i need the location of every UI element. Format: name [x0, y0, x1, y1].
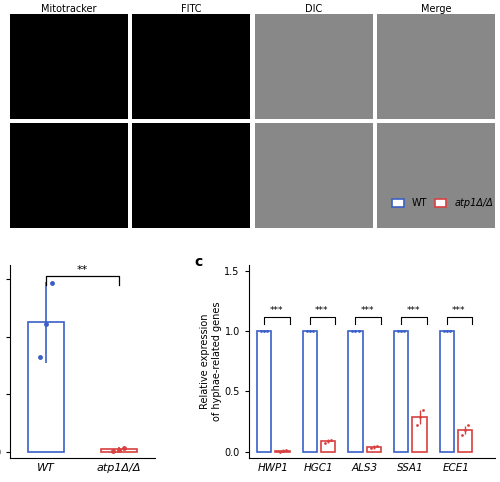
Bar [394, 331, 408, 452]
Title: Mitotracker: Mitotracker [41, 4, 96, 13]
Title: Merge: Merge [421, 4, 452, 13]
Bar [458, 430, 472, 452]
Bar [440, 331, 454, 452]
Text: ***: *** [361, 307, 374, 315]
Legend: WT, atp1Δ/Δ: WT, atp1Δ/Δ [390, 196, 495, 210]
Bar [321, 441, 336, 452]
Text: ***: *** [452, 307, 466, 315]
Bar [100, 449, 137, 452]
Title: FITC: FITC [181, 4, 202, 13]
Y-axis label: Relative expression
of hyphae-related genes: Relative expression of hyphae-related ge… [200, 302, 222, 421]
Text: ***: *** [315, 307, 328, 315]
Bar [28, 322, 64, 452]
Bar [348, 331, 362, 452]
Text: a: a [10, 14, 20, 28]
Bar [257, 331, 272, 452]
Bar [412, 417, 427, 452]
Bar [302, 331, 317, 452]
Text: ***: *** [270, 307, 283, 315]
Text: **: ** [77, 265, 88, 275]
Title: DIC: DIC [305, 4, 322, 13]
Text: c: c [194, 255, 203, 269]
Text: ***: *** [406, 307, 420, 315]
Bar [366, 447, 381, 452]
Bar [276, 451, 290, 452]
